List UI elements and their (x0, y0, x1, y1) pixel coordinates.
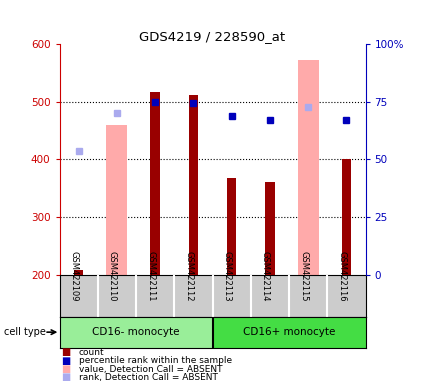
Text: ■: ■ (62, 364, 71, 374)
Bar (74, 270, 83, 275)
Text: GSM422110: GSM422110 (108, 252, 117, 302)
Text: percentile rank within the sample: percentile rank within the sample (79, 356, 232, 365)
Text: ■: ■ (62, 372, 71, 382)
Title: GDS4219 / 228590_at: GDS4219 / 228590_at (139, 30, 286, 43)
Text: rank, Detection Call = ABSENT: rank, Detection Call = ABSENT (79, 373, 218, 382)
Bar (60, 317, 212, 348)
Text: GSM422114: GSM422114 (261, 252, 270, 302)
Text: ■: ■ (62, 356, 71, 366)
Text: CD16+ monocyte: CD16+ monocyte (243, 327, 335, 337)
Bar (342, 159, 351, 275)
Text: GSM422113: GSM422113 (223, 252, 232, 302)
Bar (298, 60, 319, 275)
Bar (106, 125, 128, 275)
Text: GSM422112: GSM422112 (184, 252, 193, 302)
Bar (150, 92, 160, 275)
Text: GSM422111: GSM422111 (146, 252, 155, 302)
Text: cell type: cell type (4, 327, 46, 337)
Text: GSM422116: GSM422116 (337, 252, 346, 302)
Text: value, Detection Call = ABSENT: value, Detection Call = ABSENT (79, 364, 222, 374)
Text: CD16- monocyte: CD16- monocyte (92, 327, 180, 337)
Bar (227, 178, 236, 275)
Bar (212, 317, 366, 348)
Text: GSM422115: GSM422115 (299, 252, 308, 302)
Bar (265, 182, 275, 275)
Bar (189, 95, 198, 275)
Text: ■: ■ (62, 347, 71, 357)
Text: count: count (79, 348, 104, 357)
Text: GSM422109: GSM422109 (70, 252, 79, 302)
